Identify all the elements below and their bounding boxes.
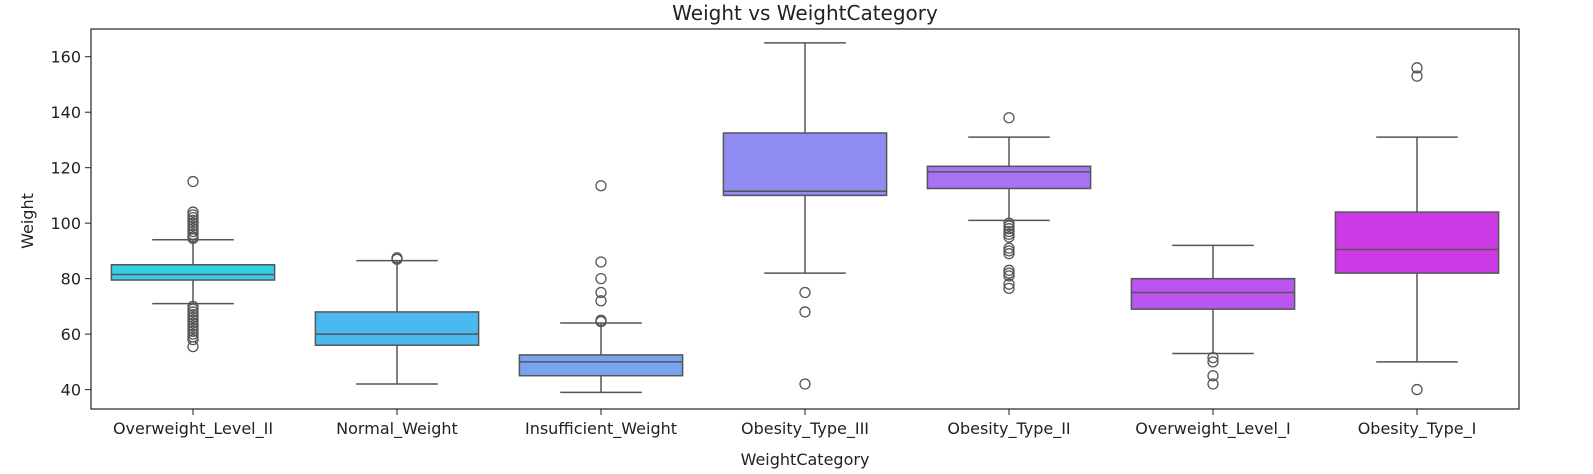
- x-tick-label: Obesity_Type_II: [947, 419, 1070, 439]
- outlier-point: [595, 295, 607, 307]
- outlier-point: [187, 311, 199, 324]
- outlier-point: [187, 303, 199, 315]
- x-tick-label: Overweight_Level_I: [1135, 419, 1290, 439]
- box-group: [722, 42, 888, 390]
- box-group: [1130, 244, 1296, 390]
- x-tick-label: Obesity_Type_I: [1358, 419, 1477, 439]
- outlier-point: [187, 328, 199, 340]
- outlier-point: [595, 180, 607, 192]
- outlier-point: [595, 272, 607, 285]
- outlier-point: [187, 320, 199, 332]
- outlier-point: [187, 300, 199, 313]
- outlier-point: [1003, 112, 1015, 124]
- x-tick-label: Overweight_Level_II: [113, 419, 273, 439]
- outlier-point: [595, 256, 607, 268]
- box-iqr: [110, 264, 276, 281]
- outlier-point: [1003, 267, 1015, 279]
- outlier-point: [1411, 62, 1423, 74]
- y-tick-label: 140: [50, 103, 81, 122]
- outlier-point: [187, 334, 199, 346]
- outlier-point: [1003, 278, 1015, 290]
- box-group: [110, 175, 276, 353]
- x-axis-label: WeightCategory: [741, 450, 870, 469]
- outlier-point: [799, 286, 811, 299]
- outlier-point: [187, 309, 199, 321]
- outlier-point: [595, 314, 607, 326]
- outlier-point: [187, 231, 199, 243]
- outlier-point: [1207, 370, 1219, 382]
- x-tick-label: Insufficient_Weight: [525, 419, 677, 439]
- outlier-point: [1003, 270, 1015, 282]
- plot-area: [110, 42, 1500, 396]
- outlier-point: [799, 306, 811, 318]
- y-axis: 40 60 80 100 120 140 160: [50, 48, 91, 400]
- y-tick-label: 120: [50, 159, 81, 178]
- x-axis: Overweight_Level_II Normal_Weight Insuffic…: [113, 409, 1476, 439]
- outlier-point: [187, 331, 199, 343]
- box-group: [926, 112, 1092, 294]
- outlier-point: [1003, 231, 1015, 243]
- outlier-point: [187, 214, 199, 227]
- outlier-point: [187, 228, 199, 240]
- outlier-point: [1411, 383, 1423, 396]
- outlier-point: [1003, 220, 1015, 232]
- outlier-point: [187, 209, 199, 221]
- outlier-point: [1411, 70, 1423, 82]
- y-tick-label: 60: [61, 325, 81, 344]
- x-tick-label: Obesity_Type_III: [741, 419, 869, 439]
- outlier-point: [1003, 228, 1015, 240]
- box-iqr: [1130, 277, 1296, 310]
- y-tick-label: 40: [61, 381, 81, 400]
- outlier-point: [187, 223, 199, 235]
- outlier-point: [187, 175, 199, 188]
- box-iqr: [314, 311, 480, 346]
- box-iqr: [1334, 211, 1500, 274]
- outlier-point: [1003, 225, 1015, 238]
- outlier-point: [391, 252, 403, 264]
- outlier-point: [1003, 282, 1015, 294]
- outlier-point: [595, 286, 607, 299]
- outlier-point: [1003, 217, 1015, 229]
- box-iqr: [722, 132, 888, 197]
- outlier-point: [1003, 242, 1015, 254]
- y-axis-label: Weight: [18, 193, 37, 249]
- box-group: [314, 252, 480, 385]
- box-group: [518, 180, 684, 394]
- box-iqr: [926, 165, 1092, 190]
- outlier-point: [187, 317, 199, 329]
- x-tick-label: Normal_Weight: [336, 419, 458, 439]
- y-tick-label: 100: [50, 214, 81, 233]
- outlier-point: [187, 325, 199, 337]
- box-group: [1334, 62, 1500, 396]
- outlier-point: [187, 225, 199, 238]
- outlier-point: [187, 322, 199, 335]
- outlier-point: [1003, 245, 1015, 257]
- chart-title: Weight vs WeightCategory: [672, 1, 938, 25]
- y-tick-label: 160: [50, 48, 81, 67]
- outlier-point: [1207, 378, 1219, 390]
- outlier-point: [799, 378, 811, 390]
- outlier-point: [187, 220, 199, 232]
- outlier-point: [1207, 352, 1219, 364]
- outlier-point: [187, 217, 199, 229]
- outlier-point: [1003, 248, 1015, 260]
- outlier-point: [187, 306, 199, 318]
- box-iqr: [518, 354, 684, 377]
- outlier-point: [187, 314, 199, 326]
- outlier-point: [1003, 264, 1015, 276]
- outlier-point: [1003, 223, 1015, 235]
- outlier-point: [187, 206, 199, 218]
- outlier-point: [1207, 356, 1219, 368]
- outlier-point: [187, 211, 199, 224]
- y-tick-label: 80: [61, 270, 81, 289]
